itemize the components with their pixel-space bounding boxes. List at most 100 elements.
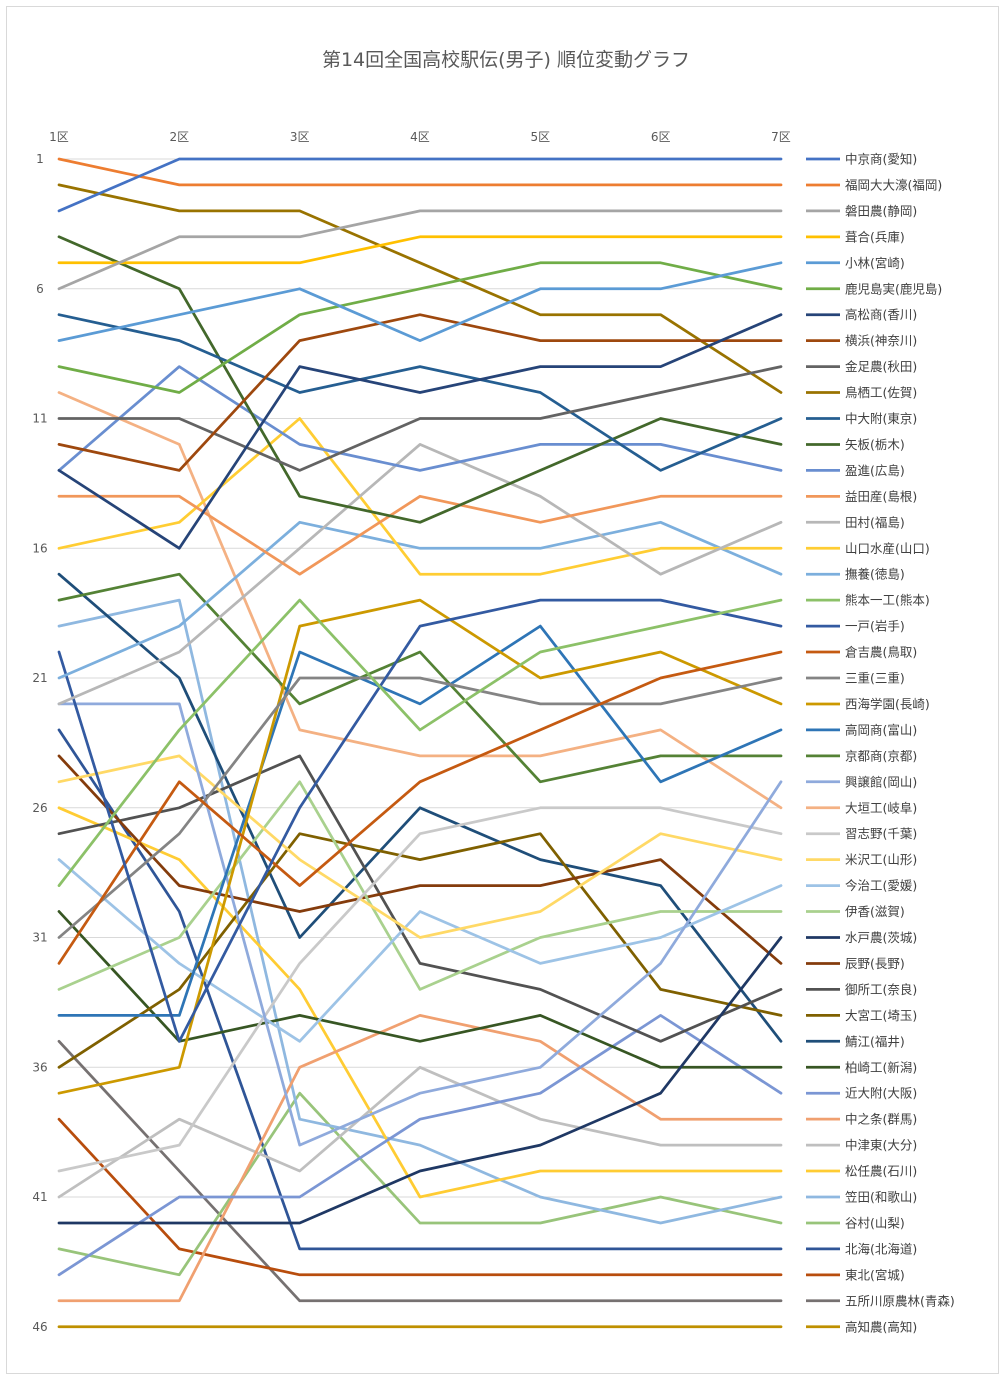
y-tick-label: 11 bbox=[32, 412, 47, 426]
series-line bbox=[57, 676, 783, 939]
y-tick-label: 36 bbox=[32, 1060, 47, 1074]
legend-label: 中京商(愛知) bbox=[845, 152, 917, 167]
legend-label: 東北(宮城) bbox=[845, 1267, 905, 1282]
series-line bbox=[57, 261, 783, 342]
legend-label: 磐田農(静岡) bbox=[845, 203, 917, 218]
legend-label: 小林(宮崎) bbox=[845, 255, 905, 270]
y-tick-label: 31 bbox=[32, 931, 47, 945]
legend-label: 高岡商(富山) bbox=[845, 722, 917, 737]
legend-label: 水戸農(茨城) bbox=[845, 930, 917, 945]
legend-label: 習志野(千葉) bbox=[845, 826, 917, 841]
series-line bbox=[57, 1091, 783, 1277]
legend-label: 鹿児島実(鹿児島) bbox=[845, 281, 942, 296]
chart-title: 第14回全国高校駅伝(男子) 順位変動グラフ bbox=[322, 49, 690, 71]
legend-label: 田村(福島) bbox=[845, 515, 905, 530]
legend-label: 今治工(愛媛) bbox=[845, 878, 917, 893]
series-line bbox=[57, 261, 783, 394]
legend-label: 高松商(香川) bbox=[845, 307, 917, 322]
y-tick-label: 21 bbox=[32, 671, 47, 685]
series-line bbox=[57, 754, 783, 939]
series-line bbox=[57, 1014, 783, 1277]
legend-label: 辰野(長野) bbox=[845, 956, 905, 971]
legend-label: 大垣工(岐阜) bbox=[845, 800, 917, 815]
legend-label: 中之条(群馬) bbox=[845, 1112, 917, 1127]
x-tick-label: 4区 bbox=[410, 130, 430, 144]
series-line bbox=[57, 702, 783, 1147]
legend-label: 京都商(京都) bbox=[845, 748, 917, 763]
y-tick-label: 26 bbox=[32, 801, 47, 815]
x-tick-label: 2区 bbox=[170, 130, 190, 144]
series-line bbox=[57, 598, 783, 1043]
legend-label: 山口水産(山口) bbox=[845, 541, 930, 556]
series-line bbox=[57, 1117, 783, 1277]
series-line bbox=[57, 754, 783, 965]
legend-label: 高知農(高知) bbox=[845, 1319, 917, 1334]
series-line bbox=[57, 157, 783, 213]
x-tick-label: 3区 bbox=[290, 130, 310, 144]
legend-label: 横浜(神奈川) bbox=[845, 333, 917, 348]
legend-label: 米沢工(山形) bbox=[845, 852, 917, 867]
series-line bbox=[57, 936, 783, 1225]
legend-label: 中大附(東京) bbox=[845, 411, 917, 426]
series-line bbox=[57, 520, 783, 680]
x-tick-label: 6区 bbox=[651, 130, 671, 144]
x-tick-label: 5区 bbox=[530, 130, 550, 144]
series-line bbox=[57, 209, 783, 291]
series-line bbox=[57, 183, 783, 394]
series-line bbox=[57, 235, 783, 265]
legend-label: 金足農(秋田) bbox=[845, 359, 917, 374]
legend-label: 盈進(広島) bbox=[845, 463, 905, 478]
legend-label: 西海学園(長崎) bbox=[845, 696, 930, 711]
series-line bbox=[57, 235, 783, 524]
y-tick-label: 6 bbox=[36, 282, 44, 296]
series-line bbox=[57, 806, 783, 1199]
legend-label: 倉吉農(鳥取) bbox=[845, 645, 917, 660]
series-line bbox=[57, 598, 783, 1225]
series-line bbox=[57, 417, 783, 576]
legend-label: 矢板(栃木) bbox=[845, 437, 905, 452]
legend-label: 谷村(山梨) bbox=[845, 1215, 905, 1230]
legend-label: 興譲館(岡山) bbox=[845, 774, 917, 789]
x-axis-labels: 1区 2区 3区 4区 5区 6区 7区 bbox=[49, 130, 791, 144]
series-line bbox=[57, 157, 783, 187]
series-line bbox=[57, 1065, 783, 1199]
series-line bbox=[57, 598, 783, 887]
y-tick-label: 46 bbox=[32, 1320, 47, 1334]
series-line bbox=[57, 313, 783, 550]
y-tick-label: 1 bbox=[36, 152, 44, 166]
series-lines bbox=[57, 157, 783, 1329]
series-line bbox=[57, 832, 783, 1069]
legend-label: 福岡大大濠(福岡) bbox=[845, 177, 942, 192]
y-tick-label: 41 bbox=[32, 1190, 47, 1204]
series-line bbox=[57, 313, 783, 472]
series-line bbox=[57, 650, 783, 965]
legend-label: 北海(北海道) bbox=[845, 1241, 917, 1256]
legend-label: 益田産(島根) bbox=[845, 489, 917, 504]
series-line bbox=[57, 494, 783, 576]
legend-label: 五所川原農林(青森) bbox=[845, 1293, 955, 1308]
legend-label: 近大附(大阪) bbox=[845, 1086, 917, 1101]
series-line bbox=[57, 1039, 783, 1303]
legend-label: 葺合(兵庫) bbox=[845, 229, 905, 244]
series-line bbox=[57, 313, 783, 472]
legend-label: 笠田(和歌山) bbox=[845, 1190, 917, 1205]
legend-label: 鳥栖工(佐賀) bbox=[845, 385, 917, 400]
legend-label: 松任農(石川) bbox=[845, 1164, 917, 1179]
series-line bbox=[57, 1014, 783, 1303]
x-tick-label: 7区 bbox=[771, 130, 791, 144]
gridlines bbox=[59, 158, 781, 1328]
series-line bbox=[57, 365, 783, 472]
legend-label: 大宮工(埼玉) bbox=[845, 1008, 917, 1023]
series-line bbox=[57, 598, 783, 1095]
legend-label: 御所工(奈良) bbox=[845, 982, 917, 997]
series-line bbox=[57, 806, 783, 1173]
series-line bbox=[57, 365, 783, 472]
x-tick-label: 1区 bbox=[49, 130, 69, 144]
legend-label: 三重(三重) bbox=[845, 671, 905, 686]
series-line bbox=[57, 754, 783, 1043]
legend-label: 一戸(岩手) bbox=[845, 619, 905, 634]
series-line bbox=[57, 858, 783, 1043]
y-tick-label: 16 bbox=[32, 541, 47, 555]
legend-label: 撫養(徳島) bbox=[845, 567, 905, 582]
